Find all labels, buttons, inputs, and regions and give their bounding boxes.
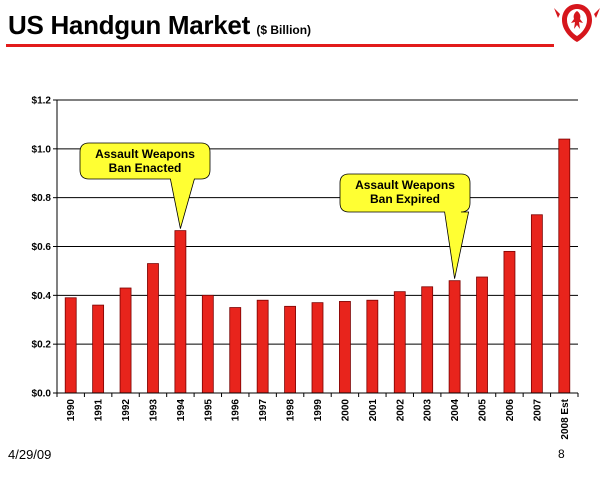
callout-shape [339, 173, 471, 279]
x-tick-label: 1993 [148, 399, 159, 422]
y-tick-label: $0.6 [32, 242, 52, 253]
bar [366, 299, 379, 394]
x-tick-label: 1997 [258, 399, 269, 422]
x-tick-label: 1994 [176, 399, 187, 422]
y-tick-label: $0.0 [32, 389, 52, 400]
svg-text:R: R [574, 27, 580, 35]
x-tick-label: 2005 [478, 399, 489, 422]
callout-text: Assault Weapons [95, 147, 195, 161]
callout-shape [79, 142, 211, 229]
y-tick-labels: $0.0 $0.2 $0.4 $0.6 $0.8 $1.0 $1.2 [32, 96, 52, 400]
bar [421, 286, 434, 394]
y-tick-label: $0.4 [32, 291, 52, 302]
page-number: 8 [558, 447, 565, 461]
x-tick-label: 2004 [450, 399, 461, 422]
x-tick-label: 2008 Est [560, 398, 571, 439]
bar [393, 291, 406, 394]
callout-text: Assault Weapons [355, 178, 455, 192]
x-tick-label: 2006 [505, 399, 516, 422]
x-tick-label: 1995 [203, 399, 214, 422]
callout-text: Ban Enacted [109, 161, 182, 175]
bar [147, 263, 159, 394]
callout-text: Ban Expired [370, 192, 440, 206]
bar [339, 301, 351, 394]
footer-date: 4/29/09 [8, 447, 52, 462]
x-tick-label: 1992 [121, 399, 132, 422]
bar [119, 287, 132, 394]
bar [256, 299, 269, 394]
x-tick-label: 2001 [368, 399, 379, 422]
bar [92, 304, 105, 394]
bar [448, 280, 461, 394]
x-tick-label: 1990 [66, 399, 77, 422]
y-tick-label: $1.0 [32, 144, 52, 155]
bar [64, 297, 77, 394]
bar [476, 276, 488, 394]
axes [56, 100, 579, 397]
x-tick-label: 2007 [532, 399, 543, 422]
x-tick-labels: 1990 1991 1992 1993 1994 1995 1996 1997 1998 1999… [66, 398, 571, 439]
bar [229, 307, 242, 394]
x-tick-label: 2003 [423, 399, 434, 422]
bar [174, 230, 187, 394]
x-tick-label: 1996 [231, 399, 242, 422]
x-tick-label: 2002 [395, 399, 406, 422]
title-divider [6, 44, 554, 47]
x-tick-label: 2000 [340, 399, 351, 422]
title-units: ($ Billion) [256, 23, 312, 37]
y-tick-label: $0.8 [32, 193, 52, 204]
bar [530, 214, 543, 394]
bar [284, 305, 296, 394]
title-text: US Handgun Market [8, 10, 250, 40]
bar [558, 138, 571, 394]
x-tick-label: 1998 [286, 399, 297, 422]
bars [64, 138, 571, 394]
bar [311, 302, 324, 394]
y-tick-label: $1.2 [32, 96, 52, 107]
y-tick-label: $0.2 [32, 340, 52, 351]
x-tick-label: 1999 [313, 399, 324, 422]
x-tick-label: 1991 [94, 399, 105, 422]
bar [201, 294, 214, 394]
bar [503, 250, 516, 394]
company-logo-icon: R [554, 4, 600, 42]
page-title: US Handgun Market ($ Billion) [8, 10, 311, 41]
